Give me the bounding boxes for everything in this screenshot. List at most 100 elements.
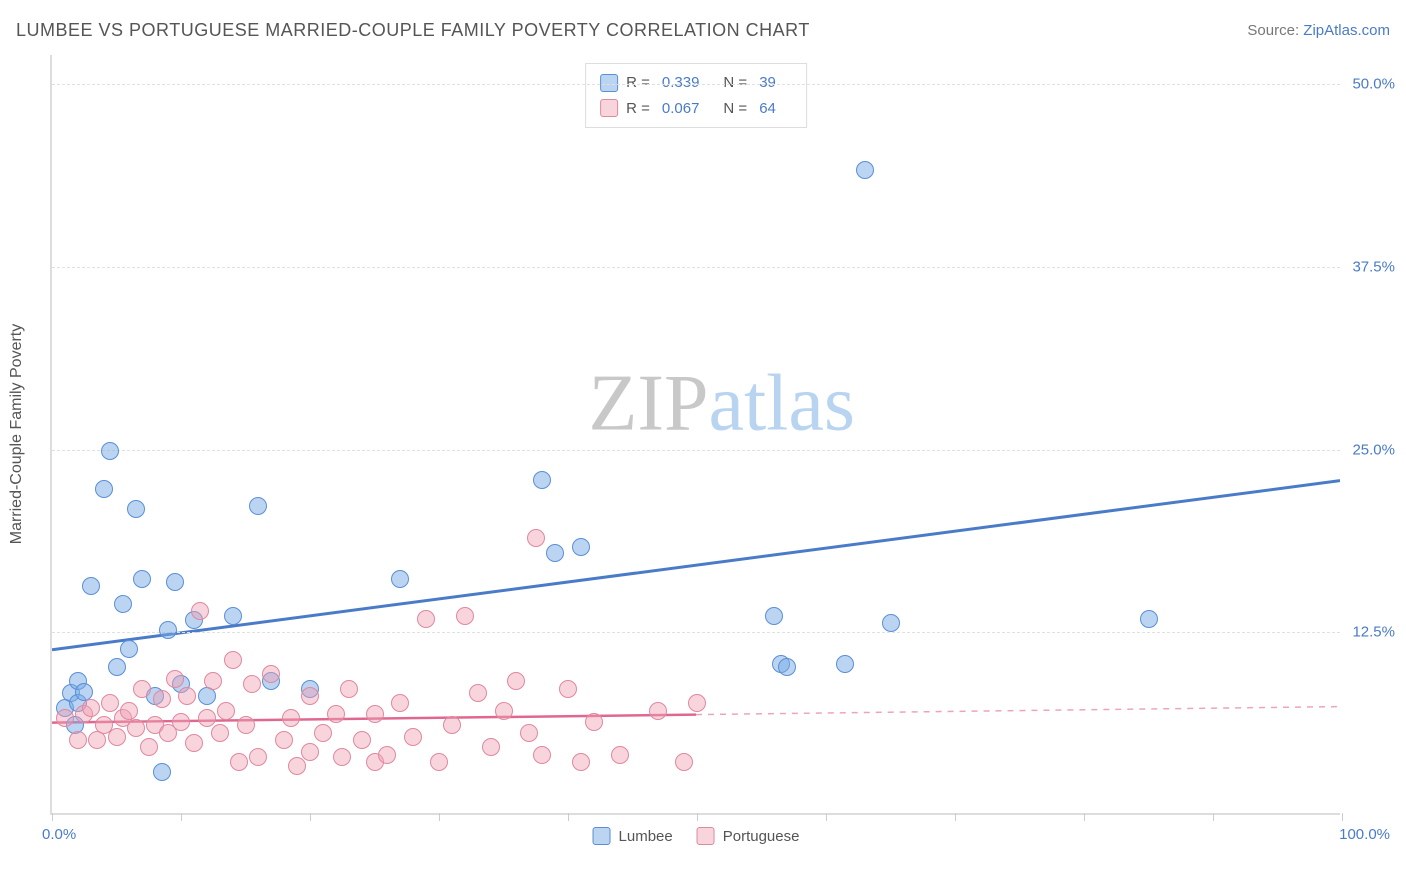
- x-tick: [310, 813, 311, 821]
- correlation-legend: R = 0.339 N = 39 R = 0.067 N = 64: [585, 63, 807, 128]
- y-tick-label: 25.0%: [1352, 441, 1395, 458]
- gridline: [52, 267, 1340, 268]
- data-point-portuguese: [507, 672, 525, 690]
- chart-title: LUMBEE VS PORTUGUESE MARRIED-COUPLE FAMI…: [16, 20, 810, 41]
- data-point-portuguese: [243, 675, 261, 693]
- data-point-portuguese: [198, 709, 216, 727]
- data-point-lumbee: [572, 538, 590, 556]
- data-point-lumbee: [882, 614, 900, 632]
- data-point-portuguese: [611, 746, 629, 764]
- data-point-lumbee: [120, 640, 138, 658]
- data-point-portuguese: [56, 709, 74, 727]
- data-point-portuguese: [443, 716, 461, 734]
- watermark-part1: ZIP: [588, 359, 708, 447]
- data-point-portuguese: [301, 743, 319, 761]
- legend-swatch-blue: [593, 827, 611, 845]
- data-point-portuguese: [527, 529, 545, 547]
- y-tick-label: 50.0%: [1352, 76, 1395, 93]
- source-prefix: Source:: [1247, 22, 1303, 39]
- plot-region: ZIPatlas R = 0.339 N = 39 R = 0.067 N = …: [50, 55, 1340, 815]
- data-point-portuguese: [469, 684, 487, 702]
- data-point-lumbee: [249, 497, 267, 515]
- n-value-portuguese: 64: [759, 96, 776, 122]
- data-point-lumbee: [108, 658, 126, 676]
- data-point-lumbee: [391, 570, 409, 588]
- data-point-lumbee: [166, 573, 184, 591]
- data-point-lumbee: [836, 655, 854, 673]
- source-link[interactable]: ZipAtlas.com: [1303, 22, 1390, 39]
- data-point-portuguese: [559, 680, 577, 698]
- data-point-portuguese: [127, 719, 145, 737]
- data-point-portuguese: [69, 731, 87, 749]
- source-citation: Source: ZipAtlas.com: [1247, 22, 1390, 39]
- data-point-portuguese: [495, 702, 513, 720]
- data-point-portuguese: [101, 694, 119, 712]
- legend-row-lumbee: R = 0.339 N = 39: [600, 70, 792, 96]
- x-tick: [1213, 813, 1214, 821]
- data-point-portuguese: [327, 705, 345, 723]
- data-point-lumbee: [546, 544, 564, 562]
- data-point-portuguese: [224, 651, 242, 669]
- data-point-portuguese: [172, 713, 190, 731]
- legend-swatch-pink: [697, 827, 715, 845]
- data-point-lumbee: [765, 607, 783, 625]
- data-point-portuguese: [675, 753, 693, 771]
- legend-label-lumbee: Lumbee: [619, 828, 673, 845]
- data-point-portuguese: [404, 728, 422, 746]
- legend-row-portuguese: R = 0.067 N = 64: [600, 96, 792, 122]
- data-point-lumbee: [224, 607, 242, 625]
- data-point-portuguese: [520, 724, 538, 742]
- watermark: ZIPatlas: [588, 358, 855, 449]
- data-point-portuguese: [185, 734, 203, 752]
- data-point-portuguese: [178, 687, 196, 705]
- legend-item-lumbee: Lumbee: [593, 827, 673, 845]
- data-point-lumbee: [159, 621, 177, 639]
- x-tick: [955, 813, 956, 821]
- trendline-dashed-portuguese: [696, 707, 1340, 715]
- data-point-portuguese: [333, 748, 351, 766]
- x-axis-max-label: 100.0%: [1339, 826, 1390, 843]
- y-axis-title: Married-Couple Family Poverty: [8, 324, 26, 545]
- chart-header: LUMBEE VS PORTUGUESE MARRIED-COUPLE FAMI…: [16, 20, 1390, 41]
- x-tick: [52, 813, 53, 821]
- data-point-portuguese: [133, 680, 151, 698]
- data-point-portuguese: [314, 724, 332, 742]
- data-point-portuguese: [572, 753, 590, 771]
- data-point-lumbee: [133, 570, 151, 588]
- data-point-lumbee: [114, 595, 132, 613]
- data-point-portuguese: [585, 713, 603, 731]
- x-tick: [826, 813, 827, 821]
- gridline: [52, 84, 1340, 85]
- x-tick: [181, 813, 182, 821]
- data-point-lumbee: [856, 161, 874, 179]
- data-point-portuguese: [391, 694, 409, 712]
- x-tick: [439, 813, 440, 821]
- data-point-portuguese: [191, 602, 209, 620]
- data-point-lumbee: [153, 763, 171, 781]
- data-point-portuguese: [456, 607, 474, 625]
- legend-swatch-pink: [600, 99, 618, 117]
- data-point-portuguese: [108, 728, 126, 746]
- data-point-portuguese: [230, 753, 248, 771]
- data-point-portuguese: [120, 702, 138, 720]
- n-value-lumbee: 39: [759, 70, 776, 96]
- data-point-lumbee: [533, 471, 551, 489]
- x-axis-min-label: 0.0%: [42, 826, 76, 843]
- data-point-portuguese: [237, 716, 255, 734]
- r-label: R =: [626, 70, 650, 96]
- data-point-portuguese: [262, 665, 280, 683]
- series-legend: Lumbee Portuguese: [593, 827, 800, 845]
- data-point-portuguese: [533, 746, 551, 764]
- gridline: [52, 450, 1340, 451]
- data-point-portuguese: [82, 699, 100, 717]
- data-point-lumbee: [127, 500, 145, 518]
- r-value-lumbee: 0.339: [662, 70, 700, 96]
- data-point-portuguese: [688, 694, 706, 712]
- x-tick: [697, 813, 698, 821]
- r-value-portuguese: 0.067: [662, 96, 700, 122]
- data-point-portuguese: [153, 690, 171, 708]
- x-tick: [1084, 813, 1085, 821]
- data-point-portuguese: [140, 738, 158, 756]
- data-point-lumbee: [95, 480, 113, 498]
- data-point-portuguese: [211, 724, 229, 742]
